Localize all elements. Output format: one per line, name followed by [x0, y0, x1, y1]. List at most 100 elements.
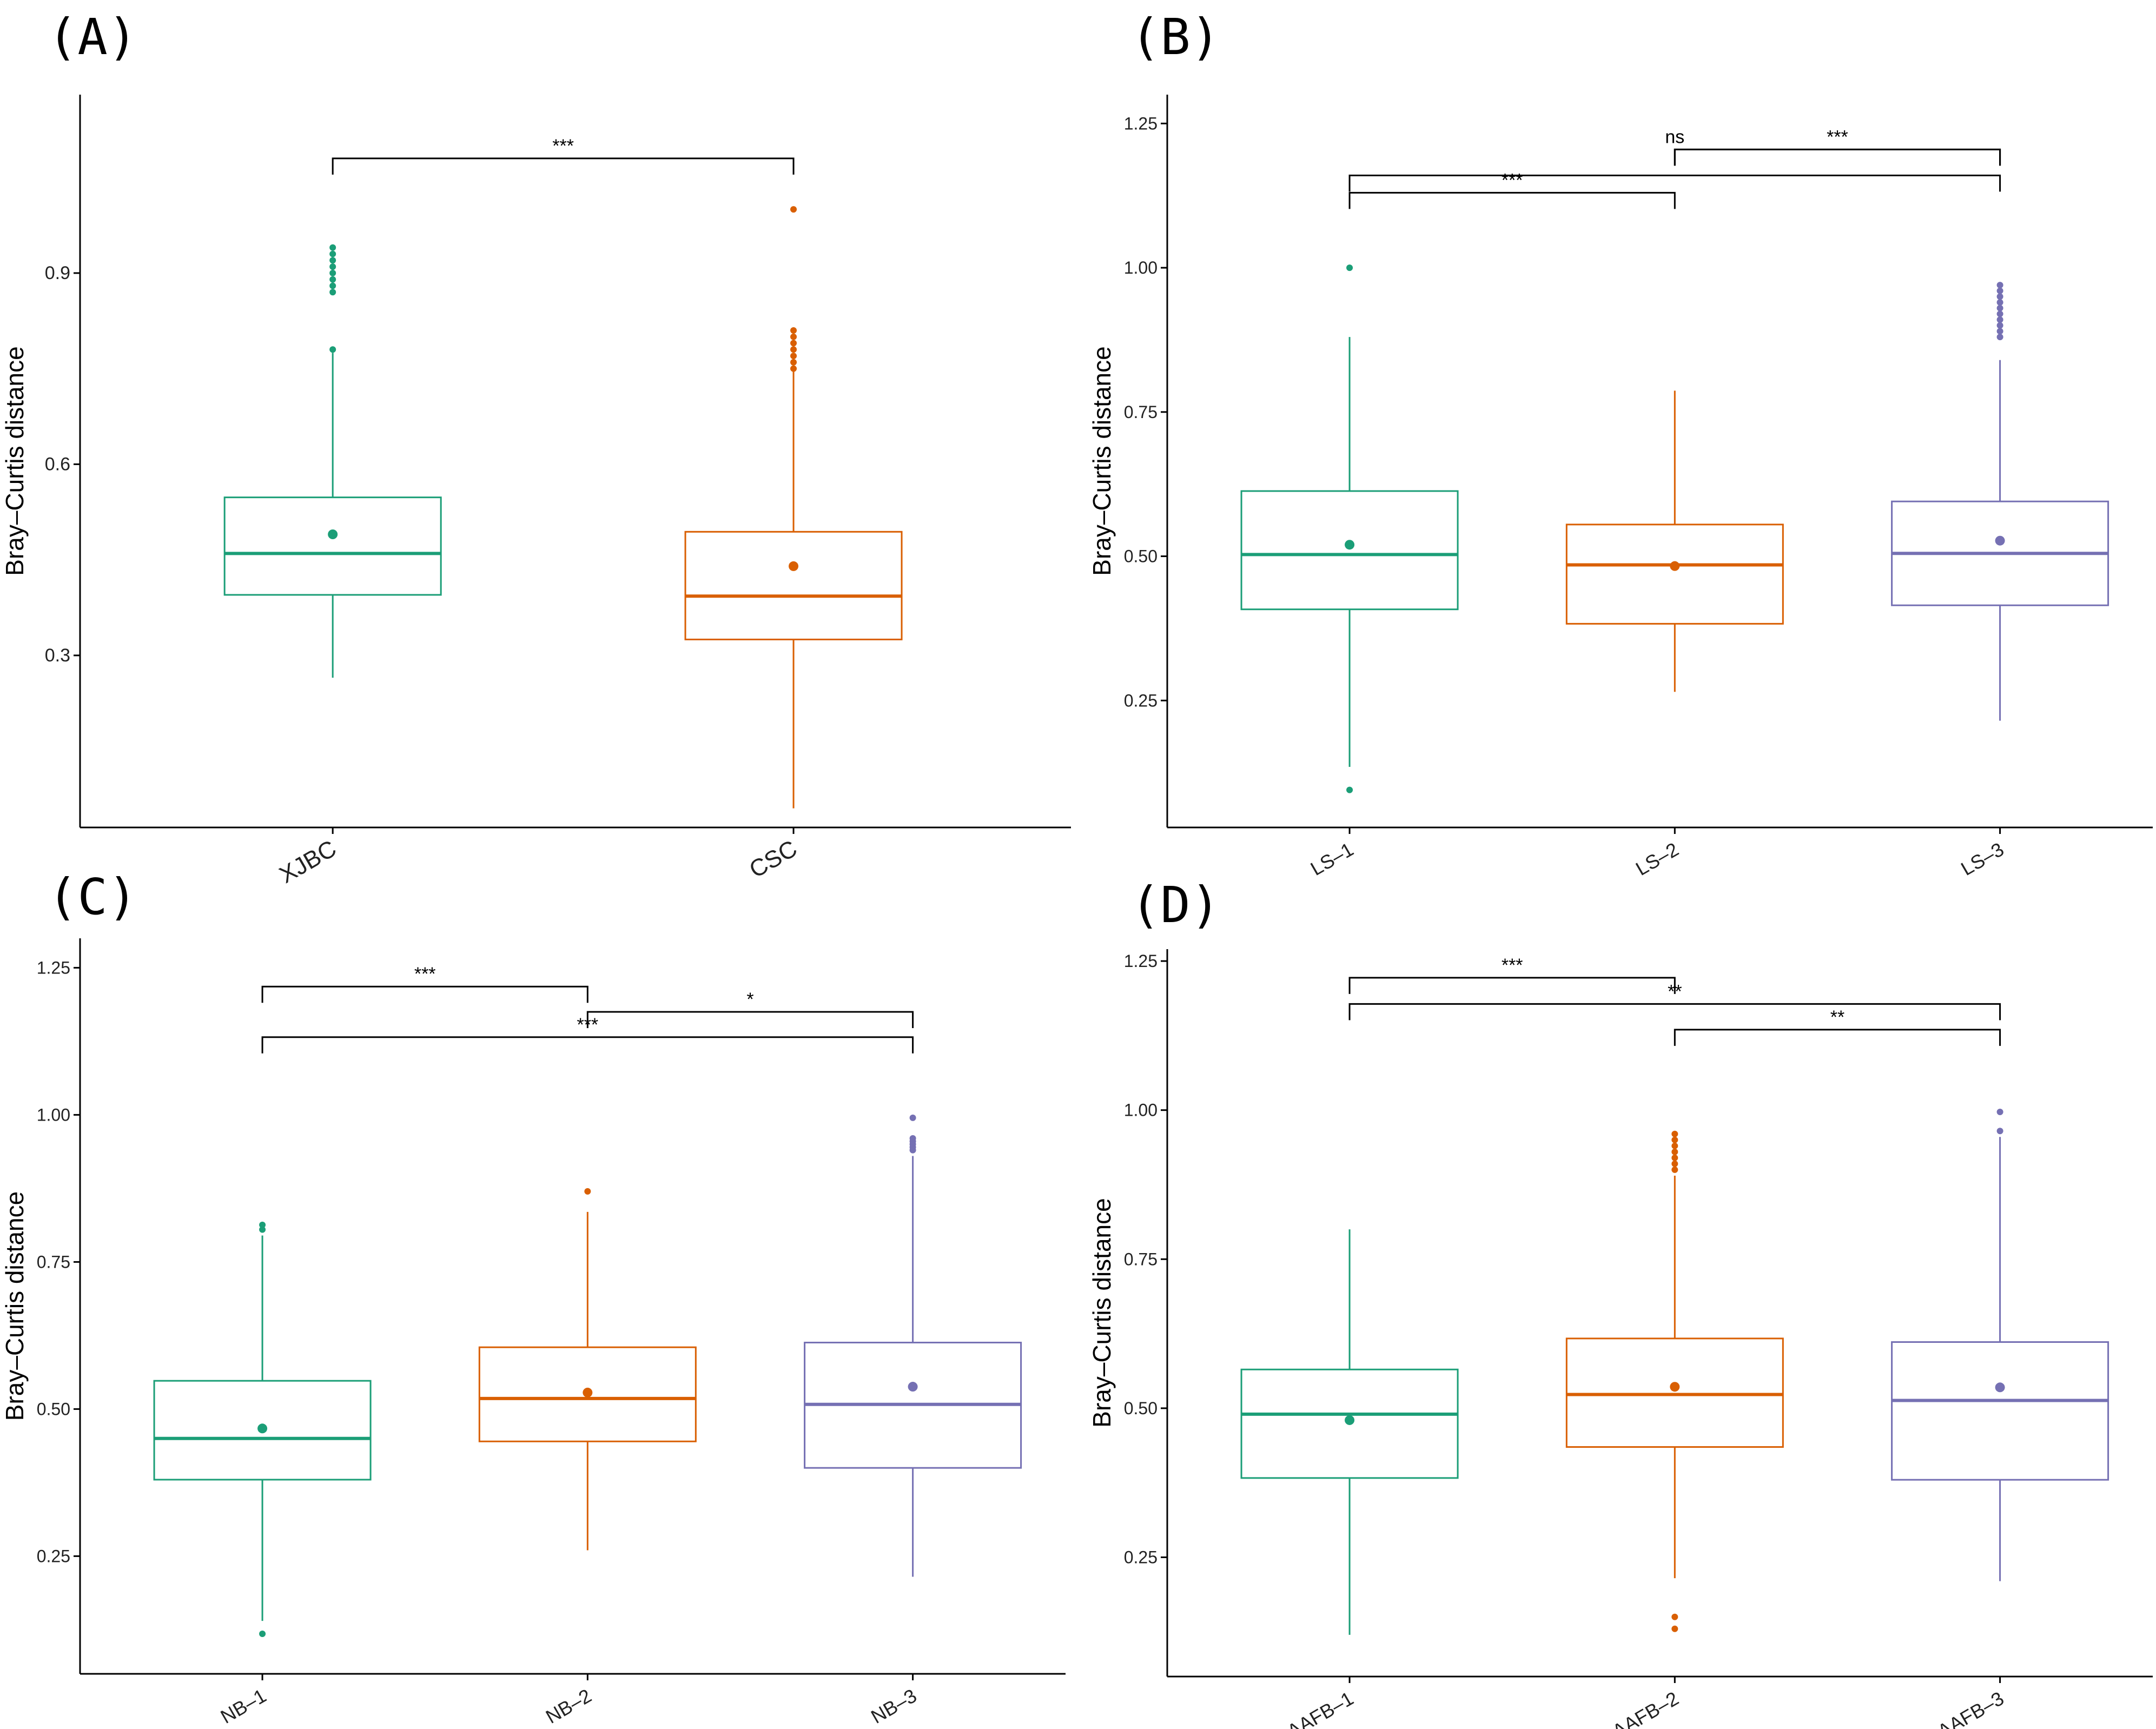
- outlier-point: [1671, 1166, 1678, 1173]
- chart-panel-d: (D) 0.25 0.50 0.75 1.00 1.25 Bray–Curtis dista…: [1088, 876, 2153, 1729]
- y-axis-title: Bray–Curtis distance: [1, 1191, 29, 1421]
- y-tick-label: 1.25: [1124, 951, 1158, 971]
- bracket-line: [1674, 1029, 2001, 1046]
- box-iqr: [1565, 1337, 1784, 1448]
- significance-label: ***: [1502, 955, 1523, 976]
- box-1: [153, 1221, 372, 1638]
- bracket-line: [1674, 148, 2001, 166]
- box-iqr: [478, 1346, 697, 1442]
- outlier-point: [584, 1188, 591, 1195]
- y-axis-title: Bray–Curtis distance: [1, 346, 29, 575]
- x-tick-label: AAFB–3: [1934, 1687, 2008, 1729]
- bracket-line: [1348, 1003, 2001, 1021]
- significance-label: **: [1668, 981, 1682, 1002]
- outlier-point: [790, 353, 797, 360]
- x-tick-label: LS–2: [1632, 838, 1682, 880]
- chart-panel-a: (A) 0.3 0.6 0.9 Bray–Curtis distance XJBC CSC *…: [1, 8, 1071, 889]
- y-tick-label: 0.50: [1124, 547, 1158, 566]
- outlier-point: [1671, 1142, 1678, 1149]
- bracket-line: [332, 157, 795, 175]
- mean-point: [583, 1387, 593, 1397]
- mean-point: [1995, 535, 2005, 546]
- outlier-point: [1996, 282, 2003, 289]
- mean-point: [1345, 1415, 1355, 1425]
- outlier-point: [790, 333, 797, 340]
- outlier-point: [790, 206, 797, 213]
- bracket-line: [586, 1011, 914, 1028]
- y-tick-label: 1.25: [1124, 114, 1158, 133]
- x-tick-label: CSC: [745, 835, 802, 883]
- mean-point: [328, 529, 338, 539]
- outlier-point: [329, 250, 336, 257]
- outlier-point: [1996, 293, 2003, 300]
- mean-point: [1345, 540, 1355, 550]
- box-3: [1891, 282, 2109, 721]
- y-tick-label: 0.9: [45, 263, 70, 283]
- box-1: [1240, 264, 1459, 793]
- chart-panel-c: (C) 0.25 0.50 0.75 1.00 1.25 Bray–Curtis dista…: [1, 868, 1066, 1728]
- box-3: [1891, 1108, 2109, 1581]
- bracket-line: [1348, 174, 2001, 192]
- y-tick-label: 0.75: [37, 1252, 70, 1271]
- y-tick-label: 0.25: [1124, 691, 1158, 710]
- significance-bracket: *: [586, 989, 914, 1028]
- outlier-point: [790, 340, 797, 347]
- outlier-point: [1996, 328, 2003, 335]
- outlier-point: [1671, 1130, 1678, 1137]
- mean-point: [257, 1423, 268, 1434]
- significance-label: ***: [577, 1015, 598, 1035]
- outlier-point: [1996, 310, 2003, 317]
- box-2: [1565, 1130, 1784, 1632]
- y-tick-label: 1.00: [1124, 1101, 1158, 1120]
- outlier-point: [1671, 1148, 1678, 1155]
- y-tick-label: 0.50: [1124, 1399, 1158, 1418]
- y-tick-label: 1.25: [37, 958, 70, 977]
- bracket-line: [261, 1036, 914, 1054]
- box-2: [478, 1188, 697, 1551]
- box-1: [1240, 1229, 1459, 1635]
- box-iqr: [1891, 1341, 2109, 1481]
- outlier-point: [329, 257, 336, 264]
- significance-bracket: ***: [261, 964, 588, 1003]
- outlier-point: [909, 1135, 916, 1142]
- box-2: [1565, 390, 1784, 692]
- outlier-point: [1346, 786, 1353, 793]
- outlier-point: [1671, 1154, 1678, 1161]
- y-tick-label: 0.25: [37, 1546, 70, 1566]
- outlier-point: [1346, 264, 1353, 271]
- y-axis-title: Bray–Curtis distance: [1088, 1198, 1116, 1427]
- box-iqr: [153, 1380, 372, 1481]
- y-axis-title: Bray–Curtis distance: [1088, 346, 1116, 575]
- outlier-point: [1996, 1108, 2003, 1115]
- box-2: [684, 206, 903, 809]
- x-tick-label: NB–1: [217, 1684, 270, 1728]
- y-tick-label: 1.00: [37, 1105, 70, 1124]
- box-iqr: [1240, 490, 1459, 611]
- significance-bracket: ***: [1348, 170, 1676, 209]
- y-tick-label: 0.3: [45, 645, 70, 666]
- bracket-line: [261, 985, 588, 1003]
- mean-point: [908, 1382, 918, 1392]
- mean-point: [1995, 1382, 2005, 1393]
- mean-point: [1670, 561, 1680, 571]
- significance-label: ns: [1665, 127, 1684, 147]
- outlier-point: [329, 269, 336, 276]
- y-tick-label: 1.00: [1124, 258, 1158, 277]
- box-1: [223, 244, 442, 678]
- box-iqr: [1565, 524, 1784, 625]
- x-tick-label: LS–1: [1307, 838, 1357, 880]
- outlier-point: [1671, 1136, 1678, 1143]
- outlier-point: [790, 359, 797, 366]
- box-iqr: [1240, 1368, 1459, 1479]
- x-tick-label: NB–3: [867, 1684, 920, 1728]
- panel-label: (A): [48, 8, 137, 66]
- outlier-point: [259, 1631, 266, 1638]
- significance-bracket: ***: [1348, 955, 1676, 994]
- outlier-point: [329, 244, 336, 251]
- significance-bracket: **: [1348, 981, 2001, 1021]
- outlier-point: [329, 346, 336, 353]
- chart-panel-b: (B) 0.25 0.50 0.75 1.00 1.25 Bray–Curtis dista…: [1088, 8, 2153, 880]
- bracket-line: [1674, 148, 2001, 166]
- significance-label: ***: [552, 136, 574, 156]
